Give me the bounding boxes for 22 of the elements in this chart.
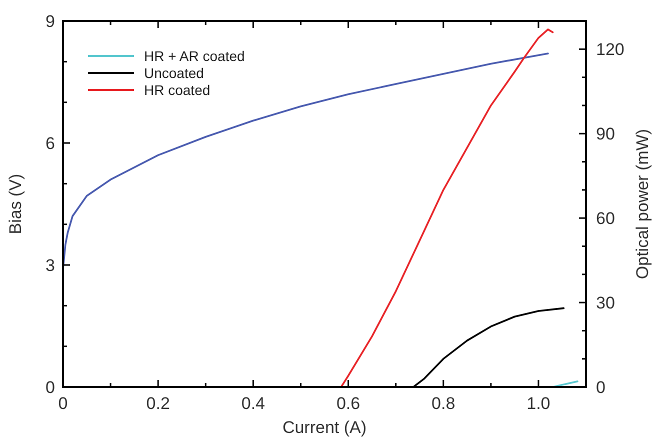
y-tick-label: 0 bbox=[46, 378, 55, 397]
x-tick-label: 0.8 bbox=[432, 394, 456, 413]
y2-tick-label: 30 bbox=[596, 294, 615, 313]
y2-axis-title: Optical power (mW) bbox=[633, 128, 652, 280]
x-axis-title: Current (A) bbox=[282, 418, 367, 437]
x-tick-label: 0.4 bbox=[241, 394, 265, 413]
x-tick-label: 1.0 bbox=[526, 394, 550, 413]
y2-tick-label: 90 bbox=[596, 124, 615, 144]
legend-label: HR + AR coated bbox=[144, 48, 245, 64]
x-tick-label: 0.6 bbox=[336, 394, 360, 413]
y-tick-label: 6 bbox=[46, 134, 55, 153]
y2-tick-label: 60 bbox=[596, 209, 615, 228]
y-tick-label: 3 bbox=[46, 256, 55, 275]
y2-tick-label: 120 bbox=[596, 40, 624, 60]
y2-tick-label: 0 bbox=[596, 378, 606, 397]
x-tick-label: 0 bbox=[58, 394, 68, 413]
line-series bbox=[340, 28, 554, 387]
y-tick-label: 9 bbox=[46, 12, 55, 31]
x-tick-label: 0.2 bbox=[146, 394, 170, 413]
legend-label: HR coated bbox=[144, 82, 210, 98]
legend-label: Uncoated bbox=[144, 65, 204, 81]
y-axis-title: Bias (V) bbox=[6, 174, 25, 234]
